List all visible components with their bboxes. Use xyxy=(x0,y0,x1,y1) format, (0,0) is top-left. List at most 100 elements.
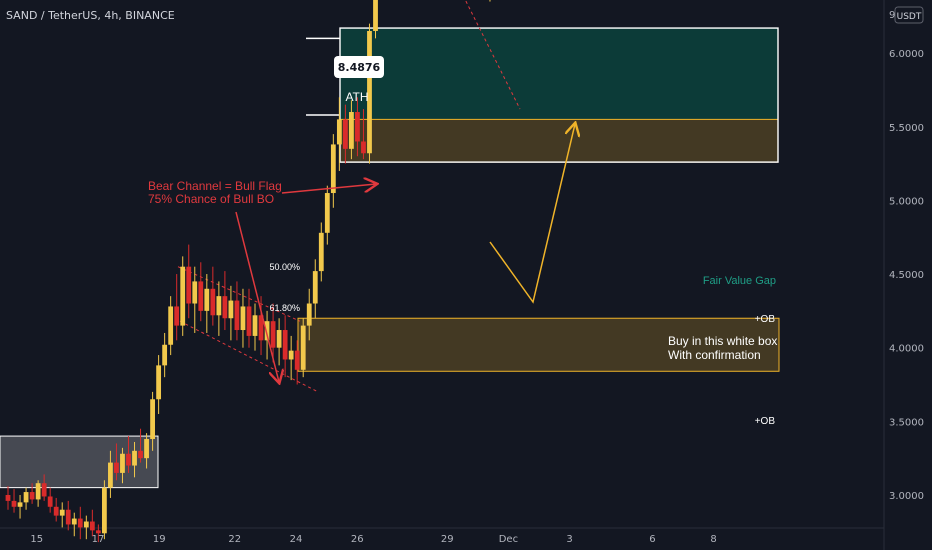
candle-body xyxy=(288,350,294,360)
candle-body xyxy=(228,300,234,319)
ob-upper-zone xyxy=(339,118,779,163)
price-tick-label: 3.0000 xyxy=(889,491,924,502)
candle-body xyxy=(306,303,312,326)
candle-body xyxy=(204,288,210,311)
arrow-to-channel xyxy=(281,184,376,194)
candle-body xyxy=(216,296,222,316)
ob-lower-label: +OB xyxy=(755,416,776,427)
candle-body xyxy=(89,521,95,531)
candle-body xyxy=(83,521,89,528)
candle-body xyxy=(210,288,216,316)
candle-body xyxy=(198,281,204,311)
buy-text-2: With confirmation xyxy=(668,348,761,362)
candle-body xyxy=(312,271,318,304)
price-tick-label: 4.0000 xyxy=(889,344,924,355)
time-tick-label: 3 xyxy=(566,534,572,545)
candle-body xyxy=(17,502,23,507)
time-tick-label: 15 xyxy=(30,534,43,545)
ob-lower-zone xyxy=(297,317,780,372)
candle-body xyxy=(186,266,192,304)
candle-body xyxy=(252,315,258,336)
candle-body xyxy=(324,193,330,233)
candle-body xyxy=(144,439,149,459)
time-tick-label: 24 xyxy=(290,534,303,545)
candle-body xyxy=(95,530,101,534)
candle-body xyxy=(234,300,240,331)
candle-body xyxy=(35,483,41,500)
candle-body xyxy=(174,306,180,326)
ath-value-label: 8.4876 xyxy=(338,61,381,74)
candle-body xyxy=(282,330,288,360)
candle-body xyxy=(77,518,83,528)
candle-body xyxy=(318,232,324,272)
candle-body xyxy=(65,509,71,525)
ath-value-box xyxy=(334,56,384,78)
candle-body xyxy=(5,495,11,501)
ob-upper-label: +OB xyxy=(755,314,776,325)
price-tick-label: 5.0000 xyxy=(889,196,924,207)
candle-body xyxy=(276,330,282,348)
fvg-zone xyxy=(340,28,778,120)
candle-body xyxy=(294,350,300,370)
candle-body xyxy=(240,306,246,331)
candle-body xyxy=(336,119,342,145)
flag-lower-line xyxy=(179,320,319,393)
time-tick-label: 8 xyxy=(710,534,716,545)
price-tick-label: 6.0000 xyxy=(889,49,924,60)
fvg-label: Fair Value Gap xyxy=(703,275,776,287)
time-tick-label: 29 xyxy=(441,534,454,545)
candle-body xyxy=(71,518,77,525)
candle-body xyxy=(300,325,306,370)
candle-body xyxy=(258,315,264,341)
channel-lower-line xyxy=(464,0,521,110)
candle-body xyxy=(367,31,372,154)
candle-body xyxy=(156,365,162,400)
candle-body xyxy=(355,112,360,142)
candle-body xyxy=(180,266,186,326)
candle-body xyxy=(138,450,143,459)
candle-body xyxy=(150,399,155,440)
candle-body xyxy=(11,500,17,507)
candle-body xyxy=(246,306,252,336)
candle-body xyxy=(53,506,59,516)
top-right-number: 9 xyxy=(889,10,895,21)
fib-618-label: 61.80% xyxy=(269,303,300,313)
price-tick-label: 5.5000 xyxy=(889,123,924,134)
candle-body xyxy=(29,492,35,500)
arrow-to-flag xyxy=(235,211,279,382)
candle-body xyxy=(59,509,65,516)
candle-body xyxy=(192,281,198,304)
candle-body xyxy=(108,462,113,488)
candle-body xyxy=(361,141,366,154)
bear-channel-text-1: Bear Channel = Bull Flag xyxy=(148,179,282,193)
bear-channel-text-2: 75% Chance of Bull BO xyxy=(148,192,274,206)
time-tick-label: 22 xyxy=(228,534,241,545)
candle-body xyxy=(349,112,354,149)
symbol-title: SAND / TetherUS, 4h, BINANCE xyxy=(6,9,175,22)
candle-body xyxy=(162,344,168,366)
candle-body xyxy=(126,453,131,466)
fib-50-label: 50.00% xyxy=(269,262,300,272)
time-tick-label: 26 xyxy=(351,534,364,545)
currency-badge[interactable] xyxy=(894,6,924,24)
candle-body xyxy=(330,144,336,194)
buy-text-1: Buy in this white box xyxy=(668,334,777,348)
candle-body xyxy=(41,483,47,497)
candle-body xyxy=(342,119,348,149)
left-range-box xyxy=(0,435,159,489)
candle-body xyxy=(168,306,174,345)
candle-body xyxy=(222,296,228,319)
candle-body xyxy=(270,321,276,348)
candle-body xyxy=(373,0,378,32)
time-tick-label: 19 xyxy=(153,534,166,545)
candle-body xyxy=(264,321,270,341)
candle-body xyxy=(47,496,53,507)
time-tick-label: Dec xyxy=(499,534,518,545)
currency-label: USDT xyxy=(897,12,922,22)
price-tick-label: 4.5000 xyxy=(889,270,924,281)
candle-body xyxy=(114,462,119,473)
candle-body xyxy=(120,453,125,473)
price-tick-label: 3.5000 xyxy=(889,417,924,428)
